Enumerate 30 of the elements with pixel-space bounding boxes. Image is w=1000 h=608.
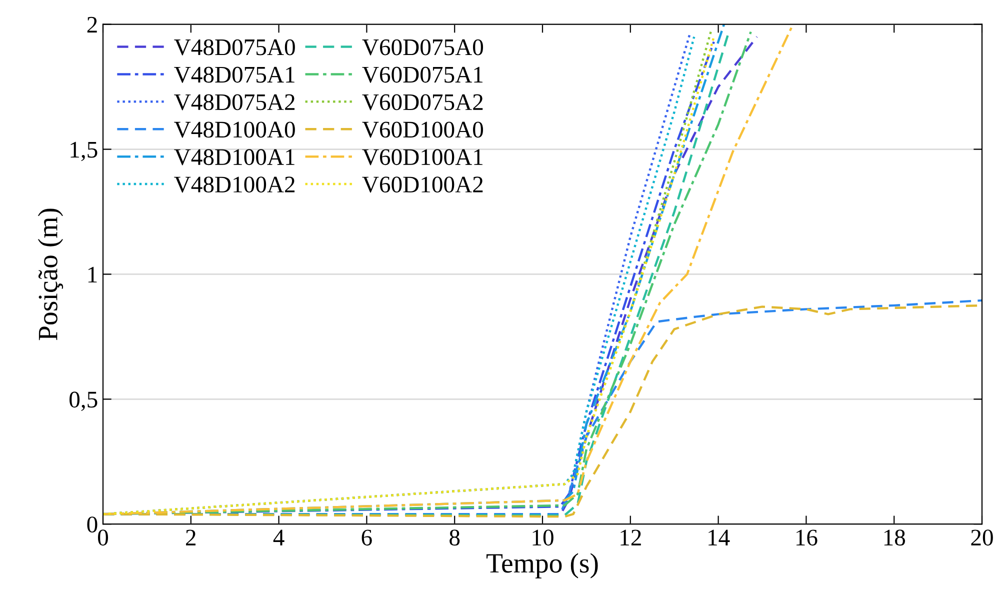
x-axis-title: Tempo (s) [486,553,598,578]
y-tick-label: 2 [87,16,97,33]
x-tick-label: 20 [971,530,993,546]
legend-label: V60D100A1 [362,149,483,166]
legend-label: V60D100A2 [362,176,483,193]
legend-label: V60D075A1 [362,66,483,83]
x-tick-label: 6 [362,530,372,546]
legend-label: V48D075A1 [174,66,294,83]
y-axis-title: Posição (m) [38,208,64,340]
y-tick-label: 1 [88,266,97,282]
x-tick-label: 2 [186,530,196,546]
x-tick-label: 14 [708,530,730,546]
legend-label: V60D075A0 [362,39,484,56]
legend-label: V48D100A1 [174,149,294,166]
y-tick-label: 0,5 [70,392,98,411]
y-tick-label: 0 [87,516,98,533]
legend-label: V48D100A0 [174,122,295,138]
legend-label: V60D100A0 [362,122,484,138]
x-tick-label: 4 [273,530,284,546]
y-tick-label: 1,5 [70,142,98,162]
x-tick-label: 18 [884,530,906,546]
legend-label: V48D100A2 [174,176,295,193]
x-tick-label: 10 [532,530,554,546]
x-tick-label: 8 [450,530,460,546]
x-tick-label: 12 [620,530,641,546]
x-tick-label: 0 [98,530,108,546]
x-tick-label: 16 [796,530,818,546]
legend-label: V48D075A2 [174,94,295,110]
legend-label: V60D075A2 [362,94,483,110]
legend-label: V48D075A0 [174,39,295,56]
